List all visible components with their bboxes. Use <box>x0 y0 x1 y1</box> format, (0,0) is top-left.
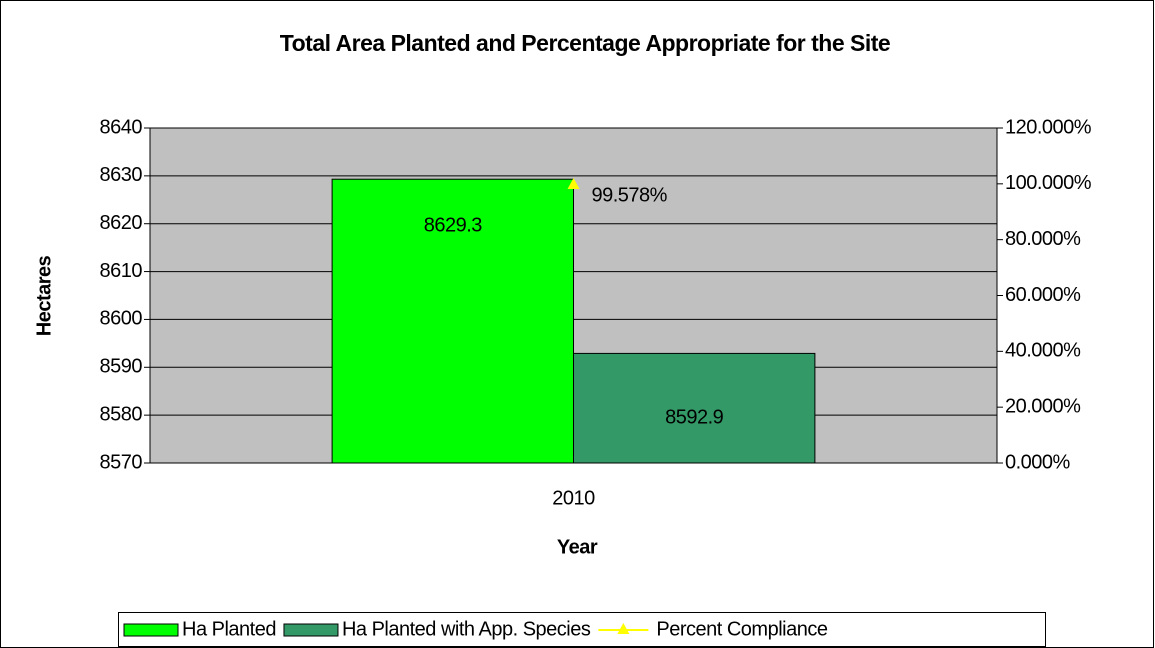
y-tick-label: 8610 <box>100 260 143 282</box>
y-tick-label: 8630 <box>100 164 143 186</box>
data-label: 99.578% <box>592 184 668 206</box>
y2-tick-label: 120.000% <box>1005 116 1092 138</box>
data-label: 8629.3 <box>424 214 483 236</box>
bar <box>573 352 816 464</box>
bar <box>331 178 575 464</box>
y-tick-label: 8620 <box>100 212 143 234</box>
legend-swatch <box>617 623 630 634</box>
y-tick-label: 8570 <box>100 451 143 473</box>
y-tick-label: 8580 <box>100 403 143 425</box>
line-marker <box>567 178 580 190</box>
legend-swatch <box>123 623 179 637</box>
x-tick-label: 2010 <box>552 487 595 509</box>
y-axis-label: Hectares <box>33 255 55 336</box>
legend-swatch <box>283 623 339 637</box>
x-axis-label: Year <box>557 536 598 558</box>
y2-tick-label: 100.000% <box>1005 172 1092 194</box>
y-tick-label: 8640 <box>100 116 143 138</box>
y2-tick-label: 60.000% <box>1005 284 1081 306</box>
y-tick-label: 8600 <box>100 308 143 330</box>
y2-tick-label: 40.000% <box>1005 340 1081 362</box>
chart-title: Total Area Planted and Percentage Approp… <box>280 30 890 56</box>
y2-tick-label: 0.000% <box>1005 451 1071 473</box>
data-label: 8592.9 <box>665 406 724 428</box>
legend <box>118 612 1046 647</box>
legend-label: Ha Planted <box>182 618 276 640</box>
legend-label: Percent Compliance <box>656 618 827 640</box>
y2-tick-label: 20.000% <box>1005 395 1081 417</box>
y-tick-label: 8590 <box>100 356 143 378</box>
legend-label: Ha Planted with App. Species <box>342 618 591 640</box>
y2-tick-label: 80.000% <box>1005 228 1081 250</box>
